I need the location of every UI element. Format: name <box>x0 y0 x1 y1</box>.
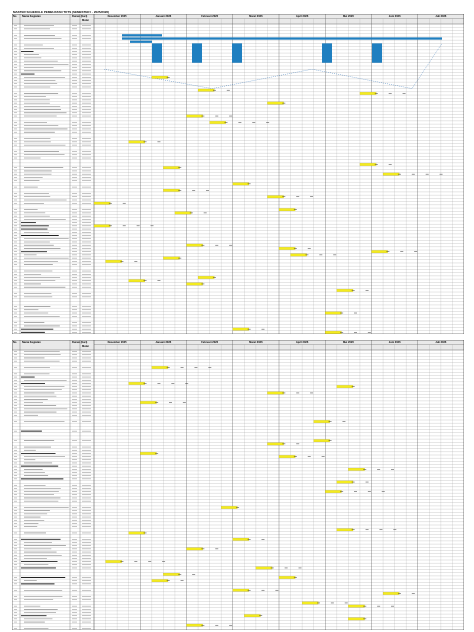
gantt-bar-yellow <box>359 163 377 166</box>
gantt-bar-yellow <box>267 442 284 446</box>
month-label: Februari 2026 <box>201 14 218 18</box>
gantt-bar-yellow <box>278 455 296 458</box>
gantt-bar-yellow <box>290 253 307 257</box>
gantt-block-blue <box>192 43 202 63</box>
month-label: Juni 2026 <box>389 340 401 344</box>
gantt-bar-yellow <box>278 576 296 579</box>
month-label: Desember 2025 <box>108 340 128 344</box>
month-label: Juni 2026 <box>389 14 401 18</box>
gantt-bar-yellow <box>163 573 180 576</box>
gantt-bar-yellow <box>313 439 330 442</box>
header-task: Nama Kegiatan <box>22 15 41 18</box>
gantt-bar-yellow <box>232 182 250 186</box>
gantt-bar-yellow <box>105 560 122 563</box>
header-duration: Durasi (hari) <box>72 341 88 344</box>
gantt-bar-blue <box>122 34 162 37</box>
gantt-bar-yellow <box>128 382 145 385</box>
gantt-bar-yellow <box>325 331 342 334</box>
gantt-bar-yellow <box>197 88 215 92</box>
gantt-bar-yellow <box>325 490 342 493</box>
gantt-bar-yellow <box>232 327 250 331</box>
gantt-bar-yellow <box>244 614 261 617</box>
gantt-bar-blue <box>122 37 442 40</box>
gantt-bar-yellow <box>278 208 296 211</box>
schedule-sheet-1: Desember 2025 Januari 2026 Februari 2026 Ma… <box>12 14 464 334</box>
gantt-bar-yellow <box>336 528 354 532</box>
gantt-bar-yellow <box>93 224 111 228</box>
gantt-bar-yellow <box>128 279 145 283</box>
gantt-block-blue <box>152 43 162 63</box>
month-label: Januari 2026 <box>156 14 172 18</box>
gantt-bar-yellow <box>348 617 365 621</box>
gantt-bar-yellow <box>105 260 122 263</box>
gantt-bar-yellow <box>371 250 388 253</box>
gantt-bar-yellow <box>267 391 284 395</box>
gantt-bar-yellow <box>186 623 203 627</box>
header-start: Mulai <box>82 345 89 348</box>
gantt-bar-yellow <box>382 592 400 595</box>
gantt-block-blue <box>232 43 242 63</box>
gantt-bar-yellow <box>209 121 226 124</box>
month-label: Mei 2026 <box>343 340 354 344</box>
month-label: Juli 2026 <box>435 14 447 18</box>
gantt-bar-yellow <box>151 579 169 582</box>
gantt-bar-yellow <box>140 452 157 455</box>
month-label: Maret 2026 <box>249 14 263 18</box>
sheet-border <box>12 340 464 630</box>
header-no: No <box>13 341 17 344</box>
gantt-bar-yellow <box>128 140 145 144</box>
gantt-bar-yellow <box>336 289 354 292</box>
gantt-bar-yellow <box>163 188 180 192</box>
schedule-grid-2: Desember 2025 Januari 2026 Februari 2026 Ma… <box>12 340 464 630</box>
gantt-bar-yellow <box>221 506 238 509</box>
header-task: Nama Kegiatan <box>22 341 41 344</box>
gantt-bar-yellow <box>186 547 203 551</box>
gantt-bar-yellow <box>232 588 250 592</box>
gantt-bar-yellow <box>174 211 192 215</box>
gantt-bar-yellow <box>255 566 273 570</box>
gantt-bar-yellow <box>151 75 169 79</box>
document-title: MASTER SCHEDULE PEMBUATAN TKTS (SEMESTER… <box>13 10 110 14</box>
gantt-bar-yellow <box>278 247 296 250</box>
gantt-bar-yellow <box>186 282 203 286</box>
gantt-block-blue <box>372 43 382 63</box>
header-no: No <box>13 15 17 18</box>
month-label: Desember 2025 <box>108 14 128 18</box>
gantt-bar-yellow <box>93 201 111 205</box>
gantt-bar-yellow <box>163 256 180 260</box>
gantt-bar-yellow <box>336 480 354 484</box>
schedule-grid-1: Desember 2025 Januari 2026 Februari 2026 Ma… <box>12 14 464 334</box>
gantt-bar-yellow <box>336 385 354 388</box>
gantt-bar-yellow <box>151 366 169 369</box>
schedule-sheet-2: Desember 2025 Januari 2026 Februari 2026 Ma… <box>12 340 464 630</box>
month-label: Maret 2026 <box>249 340 263 344</box>
gantt-bar-yellow <box>382 172 400 176</box>
gantt-bar-yellow <box>232 538 250 541</box>
month-label: Mei 2026 <box>343 14 354 18</box>
gantt-bar-yellow <box>186 114 203 118</box>
header-duration: Durasi (hari) <box>72 15 88 18</box>
month-label: April 2026 <box>296 340 309 344</box>
gantt-bar-yellow <box>313 420 330 423</box>
gantt-bar-yellow <box>163 166 180 170</box>
gantt-bar-yellow <box>325 311 342 315</box>
month-label: Januari 2026 <box>156 340 172 344</box>
gantt-bar-yellow <box>359 92 377 95</box>
month-label: April 2026 <box>296 14 309 18</box>
month-label: Februari 2026 <box>201 340 218 344</box>
gantt-bar-yellow <box>140 401 157 404</box>
gantt-bar-yellow <box>267 101 284 105</box>
gantt-bar-yellow <box>302 601 319 605</box>
gantt-bar-yellow <box>128 531 145 535</box>
gantt-bar-yellow <box>267 195 284 199</box>
header-start: Mulai <box>82 19 89 22</box>
gantt-block-blue <box>322 43 332 63</box>
gantt-bar-blue <box>130 40 152 43</box>
gantt-bar-yellow <box>348 468 365 471</box>
gantt-bar-yellow <box>186 243 203 247</box>
gantt-bar-yellow <box>197 276 215 279</box>
gantt-bar-yellow <box>348 604 365 608</box>
month-label: Juli 2026 <box>435 340 447 344</box>
